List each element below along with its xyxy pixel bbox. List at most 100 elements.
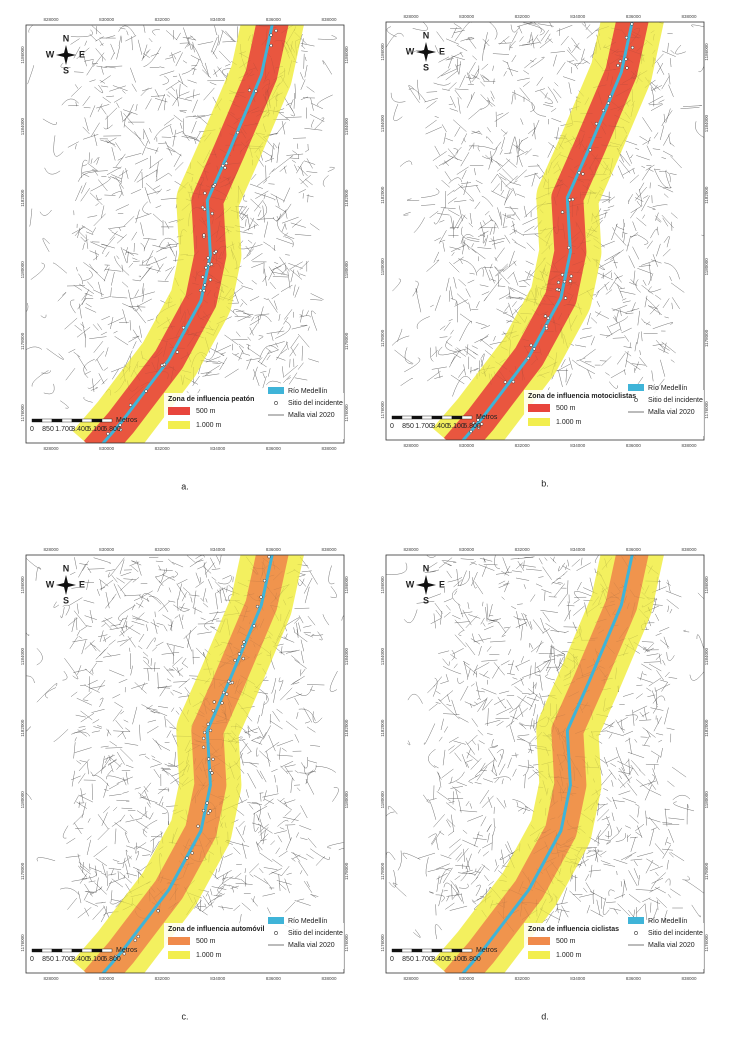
y-coordinate-label: 1182000 bbox=[380, 186, 385, 204]
incident bbox=[208, 728, 213, 733]
scale-segment bbox=[451, 415, 463, 420]
x-coordinate-label: 828000 bbox=[43, 17, 59, 22]
scale-segment bbox=[31, 418, 43, 423]
legend-roads: Malla vial 2020 bbox=[288, 942, 335, 949]
scale-segment bbox=[411, 948, 423, 953]
y-coordinate-label: 1182000 bbox=[344, 719, 349, 737]
map-frame bbox=[25, 24, 345, 444]
map-frame bbox=[385, 21, 705, 441]
incident bbox=[259, 595, 263, 599]
x-coordinate-label: 834000 bbox=[210, 17, 226, 22]
legend-swatch-river bbox=[628, 384, 644, 391]
y-coordinate-label: 1178000 bbox=[20, 332, 25, 350]
legend-roads: Malla vial 2020 bbox=[288, 412, 335, 419]
incident bbox=[252, 624, 256, 628]
y-coordinate-label: 1184000 bbox=[344, 118, 349, 136]
incident bbox=[156, 909, 160, 913]
y-coordinate-label: 1186000 bbox=[704, 43, 709, 61]
scale-segment bbox=[81, 948, 93, 953]
compass-w: W bbox=[46, 49, 55, 59]
incident bbox=[122, 952, 126, 956]
incident bbox=[630, 45, 635, 50]
incident bbox=[511, 380, 515, 384]
legend-river: Río Medellín bbox=[288, 918, 327, 925]
incident bbox=[202, 233, 206, 237]
compass-e: E bbox=[79, 579, 85, 589]
incident bbox=[209, 262, 214, 266]
incident bbox=[230, 681, 234, 685]
y-coordinate-label: 1184000 bbox=[20, 648, 25, 666]
scale-segment bbox=[91, 948, 103, 953]
scale-segment bbox=[431, 948, 443, 953]
scale-label: 850 bbox=[402, 956, 414, 963]
map-area bbox=[26, 25, 344, 443]
incident bbox=[242, 640, 246, 644]
map-area bbox=[386, 555, 704, 973]
river bbox=[101, 25, 274, 443]
incident bbox=[175, 350, 179, 354]
x-coordinate-label: 830000 bbox=[459, 547, 475, 552]
incident bbox=[220, 701, 224, 705]
scale-label: 3.400 bbox=[71, 956, 89, 963]
incident bbox=[206, 262, 210, 266]
scale-segment bbox=[461, 415, 473, 420]
incident bbox=[133, 938, 137, 942]
scale-label: 5.100 bbox=[87, 956, 105, 963]
river bbox=[461, 555, 634, 973]
caption: d. bbox=[541, 1011, 549, 1021]
x-coordinate-label: 836000 bbox=[266, 547, 282, 552]
x-coordinate-label: 834000 bbox=[570, 976, 586, 981]
incident bbox=[201, 745, 206, 749]
legend-title: Zona de influencia ciclistas bbox=[528, 926, 619, 933]
compass-s: S bbox=[423, 595, 429, 605]
scale-label: 1.700 bbox=[55, 956, 73, 963]
incident bbox=[567, 246, 571, 250]
incident bbox=[269, 43, 273, 48]
x-coordinate-label: 832000 bbox=[515, 443, 531, 448]
x-coordinate-label: 836000 bbox=[626, 443, 642, 448]
caption: c. bbox=[181, 1011, 188, 1021]
incident bbox=[208, 768, 212, 772]
incident bbox=[221, 164, 225, 168]
map-area bbox=[386, 22, 704, 440]
incident bbox=[255, 604, 260, 609]
y-coordinate-label: 1182000 bbox=[704, 186, 709, 204]
legend-500: 500 m bbox=[556, 938, 576, 945]
y-coordinate-label: 1182000 bbox=[380, 719, 385, 737]
x-coordinate-label: 836000 bbox=[266, 446, 282, 451]
legend-swatch-incident bbox=[634, 931, 638, 935]
legend-river: Río Medellín bbox=[648, 385, 687, 392]
incident bbox=[212, 700, 216, 704]
x-coordinate-label: 832000 bbox=[155, 547, 171, 552]
x-coordinate-label: 828000 bbox=[43, 976, 59, 981]
x-coordinate-label: 832000 bbox=[515, 547, 531, 552]
legend-500: 500 m bbox=[196, 408, 216, 415]
incident bbox=[624, 57, 628, 61]
incident bbox=[556, 280, 561, 285]
y-coordinate-label: 1176000 bbox=[344, 934, 349, 952]
y-coordinate-label: 1178000 bbox=[704, 329, 709, 347]
map-panel: 828000 828000 830000 830000 832000 832000 8340… bbox=[20, 547, 349, 1021]
y-coordinate-label: 1176000 bbox=[704, 401, 709, 419]
x-coordinate-label: 834000 bbox=[570, 443, 586, 448]
scale-unit: Metros bbox=[476, 414, 498, 421]
scale-label: 850 bbox=[402, 423, 414, 430]
scale-segment bbox=[101, 418, 113, 423]
x-coordinate-label: 838000 bbox=[681, 976, 697, 981]
scale-segment bbox=[71, 948, 83, 953]
road-overlay bbox=[386, 555, 704, 940]
y-coordinate-label: 1176000 bbox=[380, 401, 385, 419]
y-coordinate-label: 1180000 bbox=[344, 791, 349, 809]
scale-label: 3.400 bbox=[71, 426, 89, 433]
scale-unit: Metros bbox=[116, 947, 138, 954]
incident bbox=[476, 426, 481, 430]
x-coordinate-label: 828000 bbox=[43, 446, 59, 451]
x-coordinate-label: 838000 bbox=[321, 547, 337, 552]
x-coordinate-label: 834000 bbox=[210, 446, 226, 451]
x-coordinate-label: 828000 bbox=[43, 547, 59, 552]
scale-segment bbox=[401, 415, 413, 420]
scale-label: 5.100 bbox=[87, 426, 105, 433]
legend-title: Zona de influencia automóvil bbox=[168, 926, 265, 933]
y-coordinate-label: 1186000 bbox=[380, 576, 385, 594]
legend-roads: Malla vial 2020 bbox=[648, 942, 695, 949]
